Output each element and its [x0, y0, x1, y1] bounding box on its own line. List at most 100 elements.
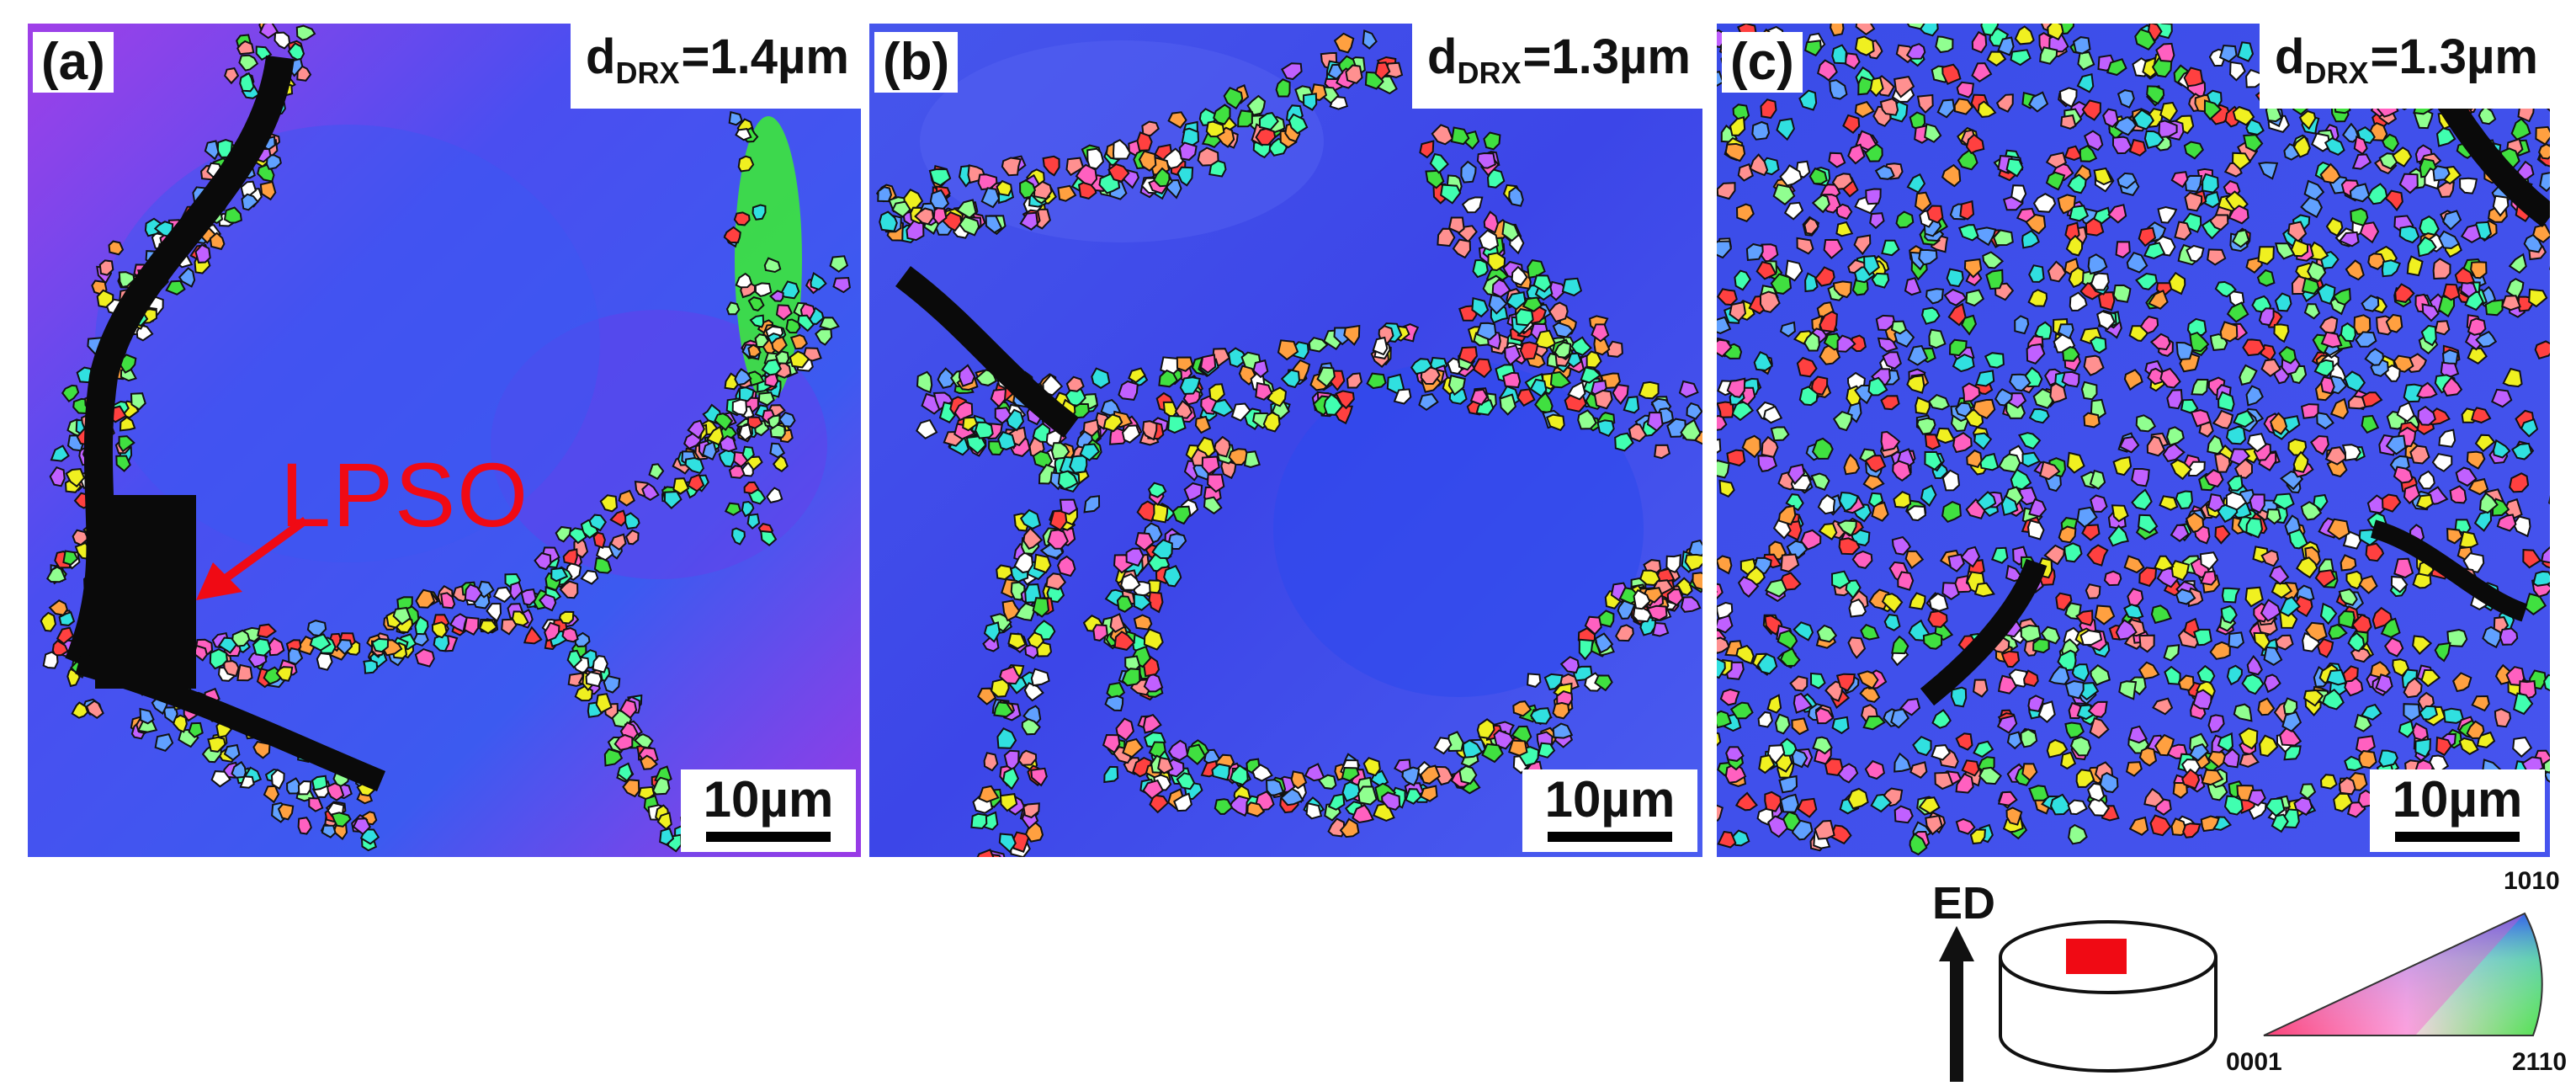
grain: [2130, 140, 2146, 156]
ebsd-map-c: [1717, 24, 2550, 857]
grain: [2460, 178, 2477, 194]
ebsd-map-b: [869, 24, 1702, 857]
grain: [730, 466, 744, 477]
grain: [253, 639, 271, 656]
grain: [2410, 446, 2429, 464]
ipf-label-0001: 0001: [2226, 1048, 2282, 1077]
grain: [237, 665, 252, 680]
grain: [2061, 115, 2075, 129]
scale-bar-a: 10µm: [681, 769, 856, 852]
grain: [1832, 45, 1846, 64]
lpso-annotation: LPSO: [280, 449, 529, 541]
grain: [2186, 193, 2202, 210]
grain: [971, 814, 986, 828]
grain: [594, 533, 605, 548]
scale-bar-b: 10µm: [1522, 769, 1697, 852]
grain: [2194, 630, 2212, 645]
grain: [1070, 455, 1086, 472]
grain: [1034, 555, 1050, 572]
grain: [109, 242, 124, 255]
grain: [416, 649, 434, 667]
grain: [1138, 132, 1152, 151]
grain: [44, 652, 58, 668]
grain: [2033, 639, 2049, 652]
grain: [2099, 292, 2114, 310]
ipf-color-key: [2247, 892, 2567, 1061]
grain: [2486, 300, 2503, 315]
grain: [1527, 673, 1540, 687]
grain: [756, 283, 771, 295]
scale-bar-label-a: 10µm: [693, 773, 844, 827]
grain: [975, 423, 993, 439]
grain: [2339, 611, 2354, 628]
grain: [727, 302, 739, 314]
grain: [2284, 699, 2297, 714]
ebsd-panel-b: (b) dDRX=1.3µm 10µm: [869, 24, 1702, 857]
scale-bar-line-a: [706, 832, 831, 842]
grain: [2202, 174, 2218, 193]
sample-section-marker: [2066, 939, 2127, 974]
grain: [2090, 496, 2106, 512]
lpso-arrow-icon: [179, 503, 314, 613]
grain: [312, 776, 327, 790]
grain-size-label-c: dDRX=1.3µm: [2260, 24, 2550, 109]
grain: [1929, 611, 1947, 627]
ebsd-panel-a: (a) dDRX=1.4µm 10µm LPSO: [28, 24, 861, 857]
grain: [1488, 253, 1505, 271]
grain: [2394, 559, 2413, 578]
grain: [1307, 803, 1321, 818]
grain: [1563, 279, 1581, 295]
panel-label-c: (c): [1722, 32, 1803, 93]
grain-size-label-b: dDRX=1.3µm: [1412, 24, 1702, 109]
grain: [1474, 260, 1488, 277]
grain: [735, 212, 750, 225]
grain: [1947, 269, 1963, 286]
scale-bar-label-b: 10µm: [1534, 773, 1686, 827]
grain: [2015, 316, 2028, 333]
grain: [2228, 632, 2244, 647]
grain: [753, 205, 766, 220]
scale-bar-c: 10µm: [2370, 769, 2545, 852]
grain: [2114, 285, 2131, 302]
grain: [1503, 373, 1520, 387]
grain: [1936, 36, 1952, 52]
grain: [2321, 775, 2337, 789]
grain: [1509, 741, 1527, 756]
grain: [1238, 110, 1252, 126]
panel-label-a: (a): [33, 32, 114, 93]
grain: [1521, 343, 1538, 359]
grain: [2355, 315, 2371, 334]
grain: [587, 672, 602, 686]
ebsd-map-a: [28, 24, 861, 857]
grain: [2021, 626, 2041, 641]
grain: [2030, 785, 2048, 801]
grain: [1952, 688, 1966, 707]
grain: [2105, 572, 2121, 585]
grain: [1639, 382, 1659, 398]
grain: [1554, 703, 1570, 719]
grain: [1752, 122, 1769, 140]
extrusion-direction-arrow-icon: [1936, 926, 1978, 1086]
grain: [2066, 681, 2084, 699]
grain: [2321, 377, 2334, 394]
grain: [2502, 295, 2520, 310]
grain: [1898, 572, 1913, 590]
grain: [1516, 309, 1532, 325]
grain: [1747, 244, 1763, 260]
grain: [2500, 629, 2517, 645]
scale-bar-line-b: [1548, 832, 1672, 842]
grain: [878, 187, 891, 201]
grain: [1653, 623, 1668, 636]
grain: [2084, 413, 2099, 428]
grain: [299, 781, 311, 794]
grain: [2103, 109, 2117, 127]
grain: [372, 639, 388, 652]
grain: [1960, 201, 1973, 219]
grain: [1866, 189, 1880, 205]
grain-size-label-a: dDRX=1.4µm: [571, 24, 861, 109]
panel-label-b: (b): [874, 32, 958, 93]
grain: [2468, 318, 2485, 334]
grain: [1207, 122, 1224, 137]
grain: [1134, 615, 1151, 630]
sample-cylinder-icon: [1986, 913, 2230, 1082]
